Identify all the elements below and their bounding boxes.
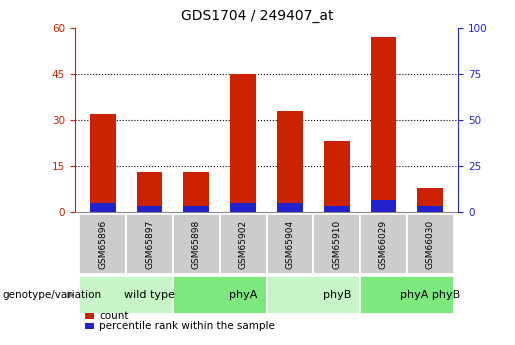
Bar	[324, 206, 350, 212]
Bar	[371, 200, 397, 212]
Bar	[277, 203, 303, 212]
Bar	[267, 276, 360, 314]
Text: percentile rank within the sample: percentile rank within the sample	[99, 322, 276, 331]
Text: wild type: wild type	[124, 290, 175, 300]
Bar	[360, 214, 407, 274]
Bar	[220, 214, 267, 274]
Bar	[418, 206, 443, 212]
Text: GSM66029: GSM66029	[379, 219, 388, 269]
Bar	[267, 214, 313, 274]
Text: phyA phyB: phyA phyB	[400, 290, 460, 300]
Text: count: count	[99, 311, 129, 321]
Bar	[230, 203, 256, 212]
Bar	[407, 214, 454, 274]
Text: GSM65910: GSM65910	[332, 219, 341, 269]
Bar	[183, 172, 209, 212]
Bar	[183, 206, 209, 212]
Bar	[79, 214, 126, 274]
Text: GDS1704 / 249407_at: GDS1704 / 249407_at	[181, 9, 334, 23]
Text: GSM65904: GSM65904	[285, 219, 295, 269]
Bar	[136, 172, 162, 212]
Text: GSM65897: GSM65897	[145, 219, 154, 269]
Bar	[173, 276, 267, 314]
Text: GSM66030: GSM66030	[426, 219, 435, 269]
Text: phyB: phyB	[322, 290, 351, 300]
Bar	[90, 203, 115, 212]
Text: GSM65896: GSM65896	[98, 219, 107, 269]
Bar	[79, 276, 173, 314]
Text: genotype/variation: genotype/variation	[3, 290, 101, 300]
Text: phyA: phyA	[229, 290, 258, 300]
Bar	[90, 114, 115, 212]
Text: GSM65902: GSM65902	[238, 219, 248, 269]
Bar	[313, 214, 360, 274]
Bar	[85, 313, 94, 319]
Bar	[324, 141, 350, 212]
Bar	[277, 111, 303, 212]
Bar	[85, 323, 94, 329]
Bar	[173, 214, 220, 274]
Text: GSM65898: GSM65898	[192, 219, 201, 269]
Bar	[230, 74, 256, 212]
Bar	[126, 214, 173, 274]
Bar	[360, 276, 454, 314]
Bar	[418, 188, 443, 212]
Bar	[371, 37, 397, 212]
Bar	[136, 206, 162, 212]
